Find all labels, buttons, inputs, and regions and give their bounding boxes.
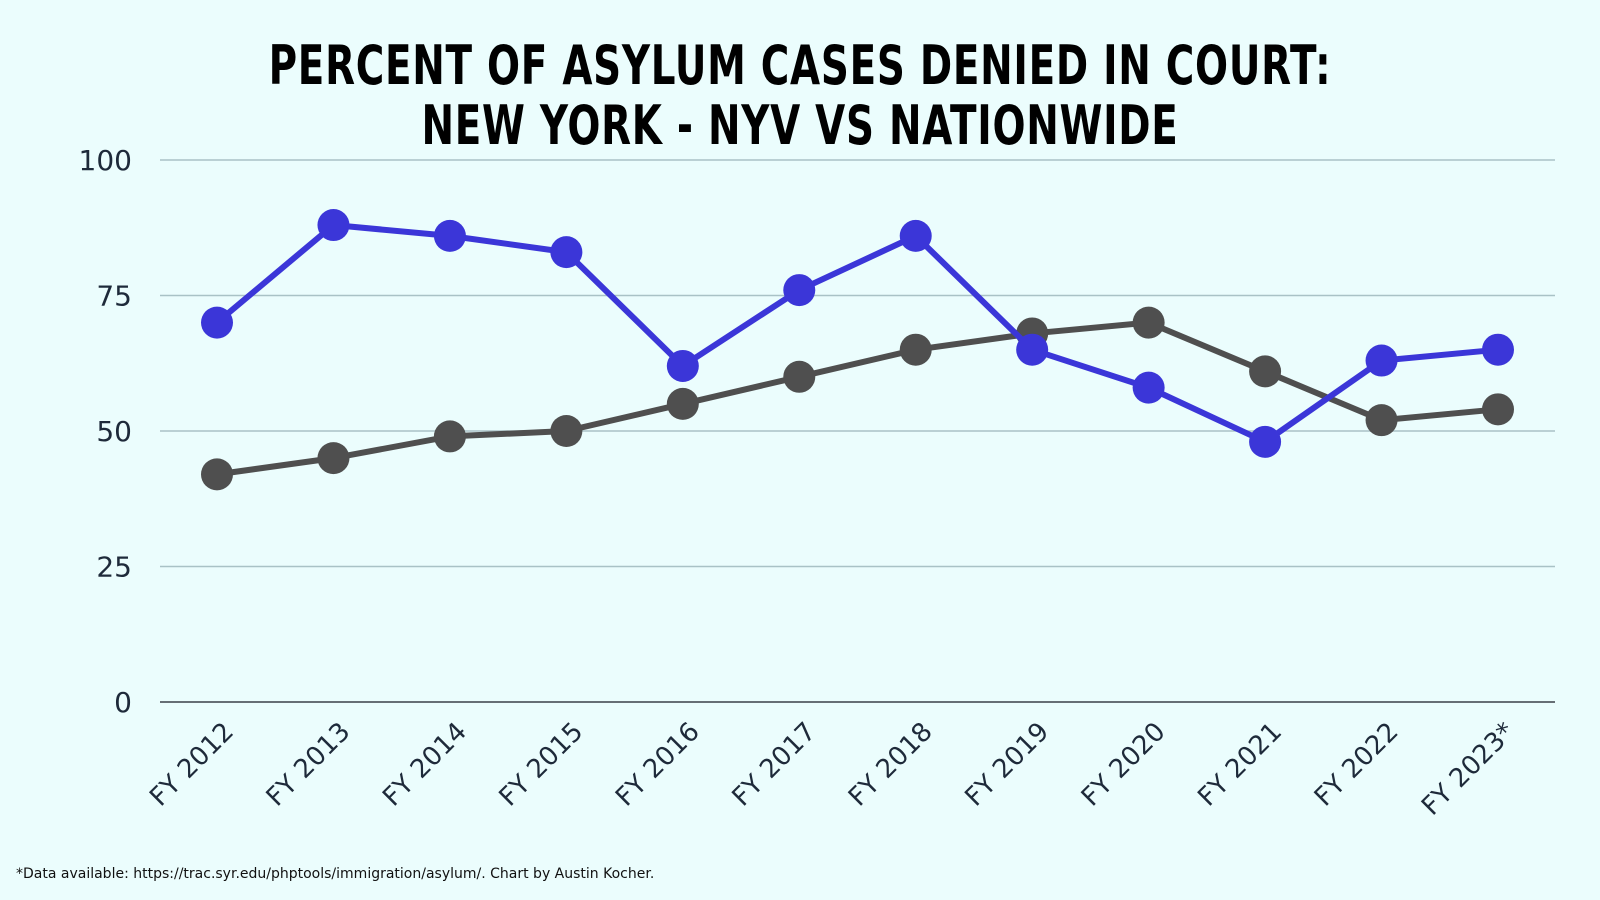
data-point	[317, 209, 350, 242]
data-point	[1365, 404, 1398, 437]
data-point	[1132, 371, 1165, 404]
chart-title-line-1: PERCENT OF ASYLUM CASES DENIED IN COURT:	[268, 34, 1332, 97]
x-tick-label: FY 2018	[843, 717, 939, 813]
data-point	[1365, 344, 1398, 377]
y-tick-label: 0	[114, 686, 132, 719]
chart-title: PERCENT OF ASYLUM CASES DENIED IN COURT:…	[224, 36, 1376, 156]
data-point	[550, 415, 583, 447]
y-tick-label: 75	[96, 280, 132, 313]
x-axis-ticks: FY 2012 FY 2013 FY 2014 FY 2015 FY 2016 FY 20…	[144, 717, 1521, 822]
x-tick-label: FY 2014	[377, 717, 473, 813]
data-point	[1482, 393, 1514, 426]
x-tick-label: FY 2019	[959, 717, 1055, 813]
x-tick-label: FY 2015	[494, 717, 590, 813]
data-point	[550, 236, 583, 269]
data-point	[899, 333, 932, 366]
data-point	[783, 274, 816, 307]
data-point	[201, 306, 233, 339]
data-point	[433, 420, 466, 453]
data-point	[433, 219, 466, 252]
x-tick-label: FY 2013	[261, 717, 357, 813]
gridlines	[160, 159, 1555, 703]
data-point	[317, 442, 350, 475]
series-group	[201, 209, 1514, 491]
x-tick-label: FY 2012	[144, 717, 240, 813]
series-1	[201, 209, 1514, 458]
series-line	[214, 319, 1501, 478]
x-tick-label: FY 2020	[1076, 717, 1172, 813]
x-tick-label: FY 2021	[1192, 717, 1288, 813]
x-tick-label: FY 2022	[1309, 717, 1405, 813]
data-point	[1016, 333, 1049, 366]
data-point	[1482, 333, 1514, 366]
data-point	[201, 458, 233, 491]
data-point	[899, 219, 932, 252]
y-axis-ticks: 0 25 50 75 100	[79, 144, 132, 719]
data-point	[1249, 425, 1282, 458]
data-point	[783, 360, 816, 393]
series-2	[201, 306, 1514, 491]
y-tick-label: 100	[79, 144, 132, 177]
y-tick-label: 25	[96, 551, 132, 584]
x-tick-label: FY 2023*	[1416, 717, 1521, 822]
data-point	[1249, 355, 1282, 388]
chart-title-line-2: NEW YORK - NYV VS NATIONWIDE	[421, 94, 1179, 157]
y-tick-label: 50	[96, 415, 132, 448]
data-point	[666, 387, 699, 420]
data-point	[666, 349, 699, 382]
series-line	[214, 222, 1501, 445]
x-tick-label: FY 2016	[610, 717, 706, 813]
data-point	[1132, 306, 1165, 339]
x-tick-label: FY 2017	[727, 717, 823, 813]
source-footnote: *Data available: https://trac.syr.edu/ph…	[16, 866, 655, 882]
